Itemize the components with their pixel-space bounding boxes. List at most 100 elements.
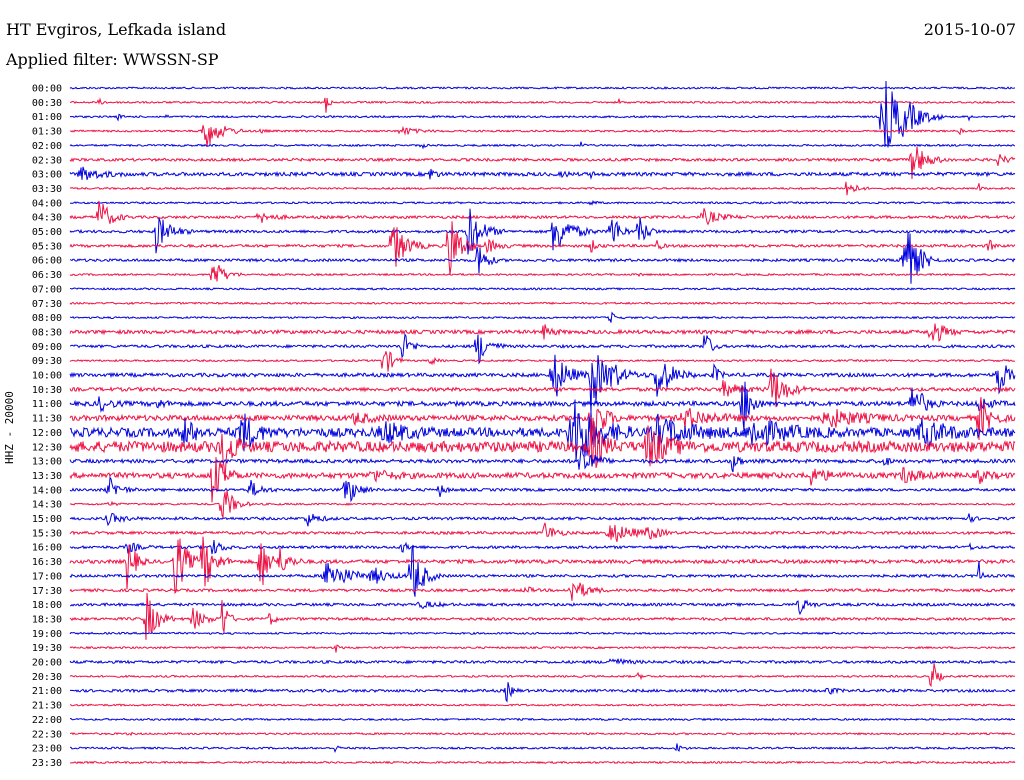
- time-tick-label: 13:30: [32, 471, 62, 482]
- trace-line: [69, 80, 1016, 148]
- time-tick-label: 22:30: [32, 729, 62, 740]
- time-tick-label: 15:00: [32, 514, 62, 525]
- trace-line: [69, 141, 1016, 150]
- time-tick-label: 23:30: [32, 758, 62, 769]
- trace-line: [69, 682, 1016, 703]
- trace-line: [70, 599, 1016, 616]
- trace-line: [69, 125, 1016, 147]
- trace-line: [70, 199, 1016, 206]
- time-tick-label: 19:00: [32, 629, 62, 640]
- trace-line: [69, 539, 1016, 555]
- trace-line: [69, 743, 1016, 753]
- trace-line: [69, 221, 1016, 275]
- trace-line: [69, 457, 1016, 503]
- trace-line: [69, 368, 1016, 408]
- trace-line: [69, 416, 1016, 481]
- time-tick-label: 08:00: [32, 313, 62, 324]
- trace-line: [69, 97, 1016, 113]
- time-tick-label: 03:00: [32, 170, 62, 181]
- time-tick-label: 20:00: [32, 658, 62, 669]
- trace-line: [69, 200, 1016, 226]
- trace-line: [69, 399, 1016, 462]
- time-tick-label: 01:30: [32, 127, 62, 138]
- time-tick-label: 09:00: [32, 342, 62, 353]
- time-tick-label: 21:30: [32, 701, 62, 712]
- trace-line: [69, 311, 1016, 323]
- trace-line: [69, 146, 1016, 180]
- trace-line: [69, 522, 1016, 542]
- trace-line: [69, 301, 1016, 306]
- trace-line: [69, 631, 1016, 636]
- trace-line: [69, 760, 1016, 765]
- time-tick-label: 05:30: [32, 241, 62, 252]
- trace-line: [69, 536, 1016, 594]
- time-tick-label: 04:00: [32, 198, 62, 209]
- time-tick-label: 02:30: [32, 155, 62, 166]
- trace-line: [69, 490, 1016, 518]
- time-tick-label: 22:00: [32, 715, 62, 726]
- date-label: 2015-10-07: [923, 20, 1016, 39]
- trace-line: [69, 166, 1016, 181]
- time-tick-label: 07:30: [32, 299, 62, 310]
- trace-line: [69, 512, 1016, 527]
- time-tick-label: 11:30: [32, 414, 62, 425]
- trace-line: [69, 231, 1016, 284]
- trace-line: [69, 397, 1016, 441]
- time-tick-label: 04:30: [32, 213, 62, 224]
- trace-line: [69, 592, 1016, 640]
- time-tick-label: 00:00: [32, 84, 62, 95]
- trace-line: [69, 703, 1016, 707]
- trace-line: [69, 351, 1016, 372]
- time-tick-label: 08:30: [32, 327, 62, 338]
- time-tick-label: 01:00: [32, 112, 62, 123]
- station-title: HT Evgiros, Lefkada island: [6, 20, 227, 39]
- trace-line: [69, 544, 1016, 597]
- time-tick-label: 03:30: [32, 184, 62, 195]
- time-tick-label: 14:00: [32, 485, 62, 496]
- time-tick-label: 11:00: [32, 399, 62, 410]
- time-tick-label: 16:30: [32, 557, 62, 568]
- time-tick-label: 09:30: [32, 356, 62, 367]
- time-tick-label: 02:00: [32, 141, 62, 152]
- time-tick-label: 19:30: [32, 643, 62, 654]
- time-tick-label: 17:30: [32, 586, 62, 597]
- plot-frame: [68, 80, 1018, 770]
- trace-line: [69, 657, 1016, 666]
- time-tick-label: 18:00: [32, 600, 62, 611]
- time-tick-label: 16:00: [32, 543, 62, 554]
- time-tick-label: 10:00: [32, 371, 62, 382]
- trace-line: [69, 445, 1016, 473]
- filter-label: Applied filter: WWSSN-SP: [6, 50, 219, 69]
- trace-line: [69, 381, 1016, 431]
- time-tick-label: 10:30: [32, 385, 62, 396]
- time-tick-label: 06:00: [32, 256, 62, 267]
- time-tick-label: 17:00: [32, 571, 62, 582]
- time-tick-label: 23:00: [32, 744, 62, 755]
- trace-line: [69, 354, 1016, 413]
- trace-line: [70, 731, 1016, 737]
- trace-line: [69, 644, 1016, 653]
- trace-line: [69, 663, 1016, 688]
- time-tick-label: 06:30: [32, 270, 62, 281]
- trace-line: [69, 287, 1016, 291]
- trace-line: [69, 208, 1016, 255]
- trace-line: [69, 582, 1016, 601]
- time-tick-label: 00:30: [32, 98, 62, 109]
- trace-line: [69, 717, 1015, 722]
- time-tick-label: 15:30: [32, 528, 62, 539]
- time-tick-label: 20:30: [32, 672, 62, 683]
- time-tick-label: 18:30: [32, 614, 62, 625]
- trace-line: [69, 333, 1016, 365]
- time-tick-label: 05:00: [32, 227, 62, 238]
- time-tick-label: 07:00: [32, 284, 62, 295]
- trace-line: [69, 265, 1016, 282]
- time-tick-label: 12:30: [32, 442, 62, 453]
- time-tick-label: 13:00: [32, 457, 62, 468]
- trace-line: [69, 86, 1016, 90]
- time-tick-label: 12:00: [32, 428, 62, 439]
- trace-line: [69, 323, 1016, 342]
- time-tick-label: 21:00: [32, 686, 62, 697]
- trace-line: [69, 181, 1016, 196]
- time-tick-label: 14:30: [32, 500, 62, 511]
